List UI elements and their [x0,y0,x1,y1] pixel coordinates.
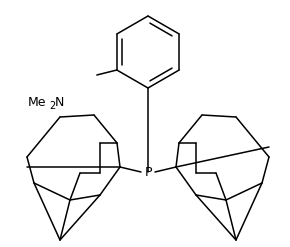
Text: Me: Me [28,97,46,109]
Text: 2: 2 [49,101,55,111]
Text: P: P [144,165,152,179]
Text: N: N [55,97,64,109]
